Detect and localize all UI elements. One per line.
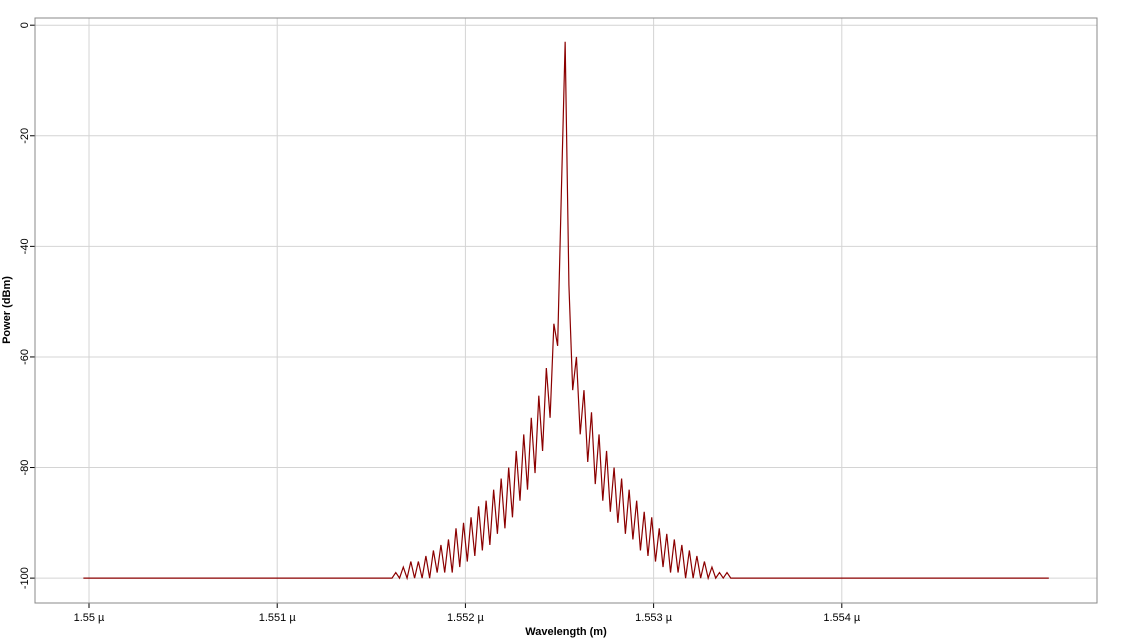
y-tick-label: -80 bbox=[19, 460, 31, 476]
spectrum-line bbox=[83, 41, 1049, 581]
x-tick-label: 1.55 µ bbox=[74, 612, 105, 624]
x-axis-label: Wavelength (m) bbox=[525, 626, 607, 638]
x-tick-label: 1.551 µ bbox=[259, 612, 297, 624]
y-tick-label: -100 bbox=[19, 567, 31, 589]
x-tick-label: 1.553 µ bbox=[635, 612, 673, 624]
y-tick-label: 0 bbox=[19, 22, 31, 28]
y-axis-label: Power (dBm) bbox=[1, 276, 13, 344]
x-tick-label: 1.554 µ bbox=[823, 612, 861, 624]
y-tick-label: -60 bbox=[19, 349, 31, 365]
x-tick-label: 1.552 µ bbox=[447, 612, 485, 624]
y-tick-label: -20 bbox=[19, 128, 31, 144]
y-tick-label: -40 bbox=[19, 238, 31, 254]
plot-frame bbox=[34, 17, 1098, 604]
